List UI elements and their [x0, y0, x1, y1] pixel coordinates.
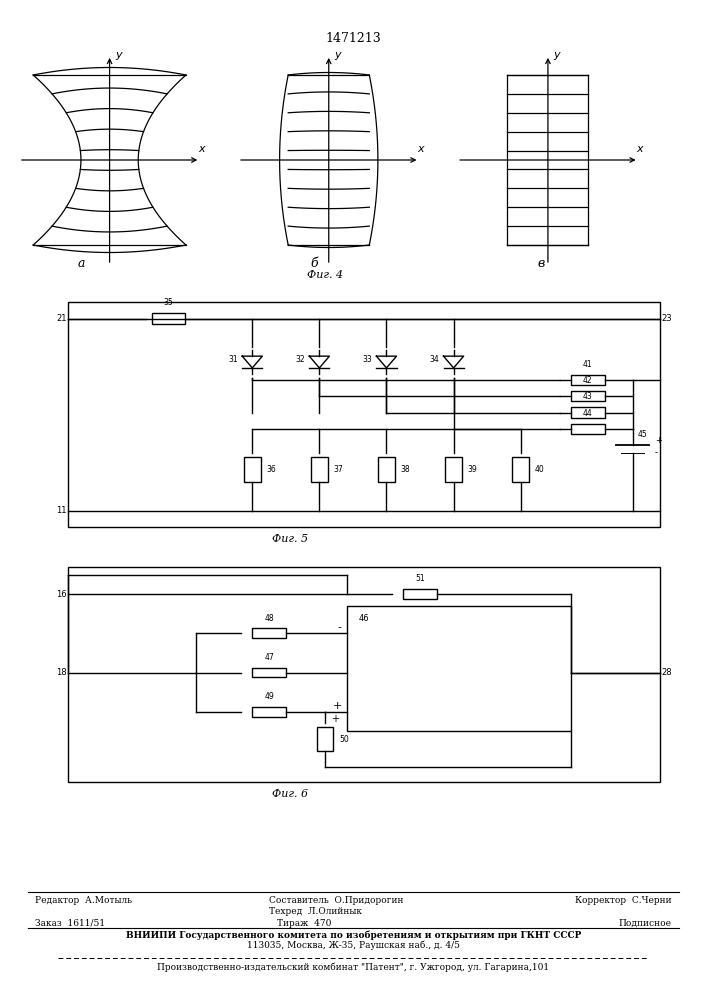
Bar	[252, 628, 286, 638]
Text: Производственно-издательский комбинат "Патент", г. Ужгород, ул. Гагарина,101: Производственно-издательский комбинат "П…	[158, 962, 549, 972]
Text: 47: 47	[264, 653, 274, 662]
Text: +: +	[332, 701, 341, 711]
Bar	[378, 457, 395, 482]
Bar	[571, 407, 604, 418]
Text: 42: 42	[583, 376, 592, 385]
Bar	[513, 457, 529, 482]
Text: 46: 46	[358, 614, 369, 623]
Text: 44: 44	[583, 409, 592, 418]
Text: +: +	[655, 436, 662, 445]
Text: 11: 11	[57, 506, 67, 515]
Bar	[571, 375, 604, 385]
Text: 50: 50	[339, 735, 349, 744]
Text: x: x	[636, 144, 643, 154]
Text: y: y	[115, 49, 122, 60]
Text: 43: 43	[583, 392, 592, 401]
Text: 18: 18	[57, 668, 67, 677]
Text: 28: 28	[661, 668, 672, 677]
Text: 41: 41	[583, 360, 592, 369]
Polygon shape	[443, 356, 464, 368]
Text: x: x	[198, 144, 204, 154]
Bar	[571, 424, 604, 434]
Bar	[244, 457, 261, 482]
Bar	[445, 457, 462, 482]
Text: y: y	[334, 49, 341, 60]
Text: Составитель  О.Придорогин: Составитель О.Придорогин	[269, 896, 403, 905]
Text: Фиг. 6: Фиг. 6	[271, 789, 308, 799]
Text: Редактор  А.Мотыль: Редактор А.Мотыль	[35, 896, 132, 905]
Text: 35: 35	[163, 298, 173, 307]
Bar	[252, 668, 286, 677]
Text: 23: 23	[661, 314, 672, 323]
Text: 45: 45	[638, 430, 648, 439]
Bar	[151, 313, 185, 324]
Text: 31: 31	[228, 355, 238, 364]
Bar	[403, 589, 437, 599]
Bar	[347, 606, 571, 731]
Text: б: б	[311, 257, 318, 270]
Text: 1471213: 1471213	[326, 32, 381, 45]
Polygon shape	[376, 356, 397, 368]
Text: 38: 38	[400, 465, 410, 474]
Text: 21: 21	[57, 314, 67, 323]
Text: 33: 33	[362, 355, 372, 364]
Text: Фиг. 5: Фиг. 5	[271, 534, 308, 544]
Text: 49: 49	[264, 692, 274, 701]
Text: Заказ  1611/51: Заказ 1611/51	[35, 919, 105, 928]
Text: Фиг. 4: Фиг. 4	[307, 270, 344, 280]
Polygon shape	[309, 356, 329, 368]
Text: Подписное: Подписное	[619, 919, 672, 928]
Text: y: y	[554, 49, 560, 60]
Text: 40: 40	[534, 465, 544, 474]
Text: 113035, Москва, Ж-35, Раушская наб., д. 4/5: 113035, Москва, Ж-35, Раушская наб., д. …	[247, 941, 460, 950]
Text: 32: 32	[296, 355, 305, 364]
Polygon shape	[243, 356, 262, 368]
Text: x: x	[417, 144, 423, 154]
Text: 51: 51	[415, 574, 425, 583]
Bar	[252, 707, 286, 717]
Text: -: -	[338, 622, 341, 632]
Text: -: -	[655, 448, 658, 457]
Bar	[317, 727, 334, 751]
Text: Корректор  С.Черни: Корректор С.Черни	[575, 896, 672, 905]
Text: 34: 34	[429, 355, 439, 364]
Text: Техред  Л.Олийнык: Техред Л.Олийнык	[269, 907, 361, 916]
Bar	[311, 457, 328, 482]
Bar	[571, 391, 604, 401]
Text: а: а	[78, 257, 85, 270]
Text: 36: 36	[267, 465, 276, 474]
Text: Тираж  470: Тираж 470	[277, 919, 331, 928]
Text: +: +	[331, 714, 339, 724]
Text: 39: 39	[467, 465, 477, 474]
Text: 16: 16	[57, 590, 67, 599]
Text: в: в	[537, 257, 544, 270]
Text: 48: 48	[264, 614, 274, 623]
Text: 37: 37	[334, 465, 343, 474]
Text: ВНИИПИ Государственного комитета по изобретениям и открытиям при ГКНТ СССР: ВНИИПИ Государственного комитета по изоб…	[126, 930, 581, 940]
